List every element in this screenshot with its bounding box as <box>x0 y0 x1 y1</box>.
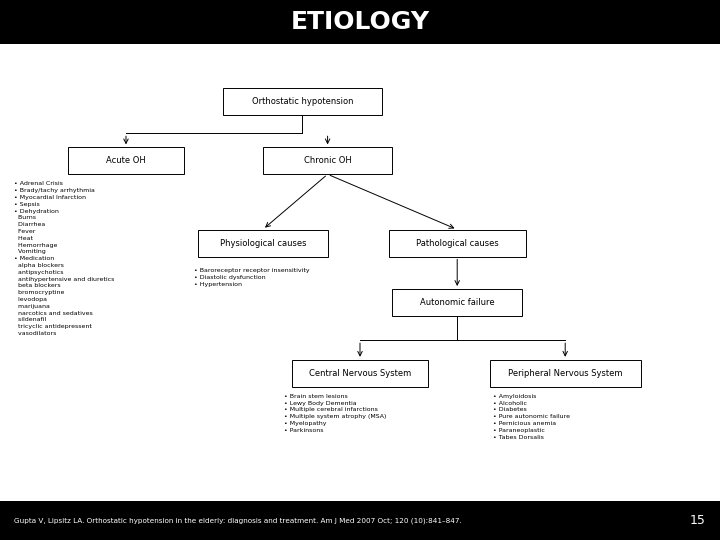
FancyBboxPatch shape <box>292 360 428 387</box>
Text: Gupta V, Lipsitz LA. Orthostatic hypotension in the elderly: diagnosis and treat: Gupta V, Lipsitz LA. Orthostatic hypoten… <box>14 517 462 524</box>
Text: • Baroreceptor receptor insensitivity
• Diastolic dysfunction
• Hypertension: • Baroreceptor receptor insensitivity • … <box>194 268 310 287</box>
Text: Acute OH: Acute OH <box>106 156 146 165</box>
FancyBboxPatch shape <box>263 147 392 174</box>
Text: Pathological causes: Pathological causes <box>416 239 498 247</box>
Bar <box>0 501 720 540</box>
FancyBboxPatch shape <box>223 88 382 115</box>
FancyBboxPatch shape <box>490 360 641 387</box>
Text: Central Nervous System: Central Nervous System <box>309 369 411 377</box>
FancyBboxPatch shape <box>389 230 526 256</box>
FancyBboxPatch shape <box>198 230 328 256</box>
Text: Chronic OH: Chronic OH <box>304 156 351 165</box>
Text: Peripheral Nervous System: Peripheral Nervous System <box>508 369 623 377</box>
Text: Autonomic failure: Autonomic failure <box>420 298 495 307</box>
Text: • Adrenal Crisis
• Brady/tachy arrhythmia
• Myocardial Infarction
• Sepsis
• Deh: • Adrenal Crisis • Brady/tachy arrhythmi… <box>14 181 114 336</box>
Bar <box>0 0 720 44</box>
Text: Orthostatic hypotension: Orthostatic hypotension <box>252 97 353 106</box>
FancyBboxPatch shape <box>392 289 522 316</box>
Text: • Brain stem lesions
• Lewy Body Dementia
• Multiple cerebral infarctions
• Mult: • Brain stem lesions • Lewy Body Dementi… <box>284 394 387 433</box>
Text: Physiological causes: Physiological causes <box>220 239 306 247</box>
Text: ETIOLOGY: ETIOLOGY <box>290 10 430 34</box>
FancyBboxPatch shape <box>68 147 184 174</box>
Text: 15: 15 <box>690 514 706 527</box>
Text: • Amyloidosis
• Alcoholic
• Diabetes
• Pure autonomic failure
• Pernicious anemi: • Amyloidosis • Alcoholic • Diabetes • P… <box>493 394 570 440</box>
